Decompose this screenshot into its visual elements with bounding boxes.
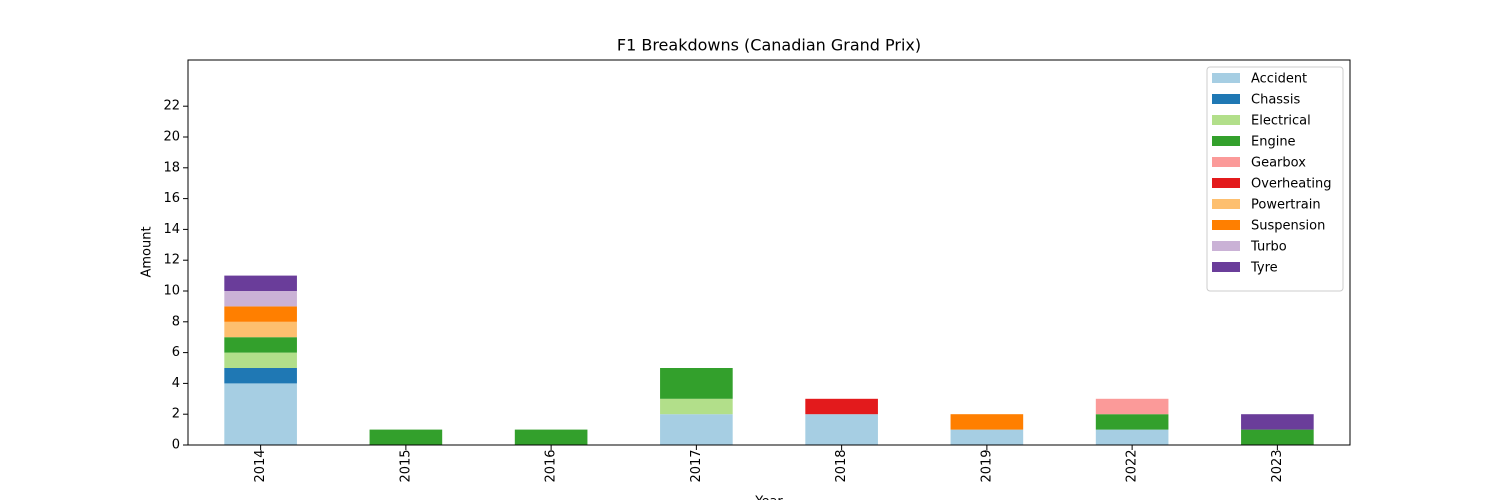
bar-segment <box>660 398 733 415</box>
bar-segment <box>224 352 297 368</box>
legend-swatch <box>1212 262 1240 272</box>
legend-swatch <box>1212 220 1240 230</box>
bar-segment <box>1095 429 1169 445</box>
legend-label: Electrical <box>1251 114 1311 129</box>
y-tick-label: 12 <box>163 253 180 268</box>
x-axis-label: Year <box>754 495 783 500</box>
bar-segment <box>1095 398 1169 415</box>
bar-segment <box>1241 429 1314 445</box>
legend-label: Chassis <box>1251 93 1300 108</box>
legend-swatch <box>1212 94 1240 104</box>
bar-segment <box>660 368 733 399</box>
bar-segment <box>514 429 588 445</box>
bar-segment <box>224 306 297 322</box>
bar-segment <box>224 337 297 353</box>
legend-label: Engine <box>1251 135 1296 150</box>
legend-label: Tyre <box>1250 261 1278 276</box>
y-axis-label: Amount <box>140 226 155 277</box>
bar-segment <box>369 429 443 445</box>
x-tick-label: 2014 <box>253 449 268 482</box>
x-tick-label: 2018 <box>834 449 849 482</box>
x-tick-label: 2017 <box>689 449 704 482</box>
y-tick-label: 4 <box>172 376 180 391</box>
legend-swatch <box>1212 115 1240 125</box>
bar-segment <box>224 383 297 445</box>
bar-segment <box>224 275 297 291</box>
y-tick-label: 10 <box>163 284 180 299</box>
bar-segment <box>224 368 297 384</box>
legend-swatch <box>1212 73 1240 83</box>
legend-box <box>1206 66 1344 292</box>
x-tick-label: 2015 <box>398 449 413 482</box>
x-tick-label: 2019 <box>979 449 994 482</box>
bar-segment <box>950 414 1024 430</box>
y-tick-label: 22 <box>163 99 180 114</box>
legend-label: Overheating <box>1251 177 1331 192</box>
y-tick-label: 16 <box>163 191 180 206</box>
legend-label: Powertrain <box>1251 198 1321 213</box>
bar-segment <box>224 321 297 338</box>
legend-label: Accident <box>1251 72 1307 87</box>
x-tick-label: 2016 <box>544 449 559 482</box>
legend-label: Suspension <box>1251 219 1325 234</box>
y-tick-label: 0 <box>172 438 180 453</box>
bar-segment <box>1241 414 1314 430</box>
x-tick-label: 2023 <box>1270 449 1285 482</box>
legend-swatch <box>1212 178 1240 188</box>
bar-segment <box>660 414 733 445</box>
y-tick-label: 18 <box>163 160 180 175</box>
legend-swatch <box>1212 199 1240 209</box>
legend-swatch <box>1212 136 1240 146</box>
chart-title: F1 Breakdowns (Canadian Grand Prix) <box>617 36 921 55</box>
bar-segment <box>805 414 878 445</box>
y-tick-label: 20 <box>163 130 180 145</box>
bar-segment <box>224 291 297 307</box>
legend-swatch <box>1212 157 1240 167</box>
bar-segment <box>1095 414 1169 430</box>
bar-segment <box>805 398 878 415</box>
y-tick-label: 14 <box>163 222 180 237</box>
y-tick-label: 8 <box>172 314 180 329</box>
legend-label: Turbo <box>1250 240 1287 255</box>
legend-label: Gearbox <box>1251 156 1306 171</box>
y-tick-label: 6 <box>172 345 180 360</box>
x-tick-label: 2022 <box>1125 449 1140 482</box>
bar-segment <box>950 429 1024 445</box>
plot-frame <box>187 59 1351 446</box>
y-tick-label: 2 <box>172 407 180 422</box>
legend-swatch <box>1212 241 1240 251</box>
